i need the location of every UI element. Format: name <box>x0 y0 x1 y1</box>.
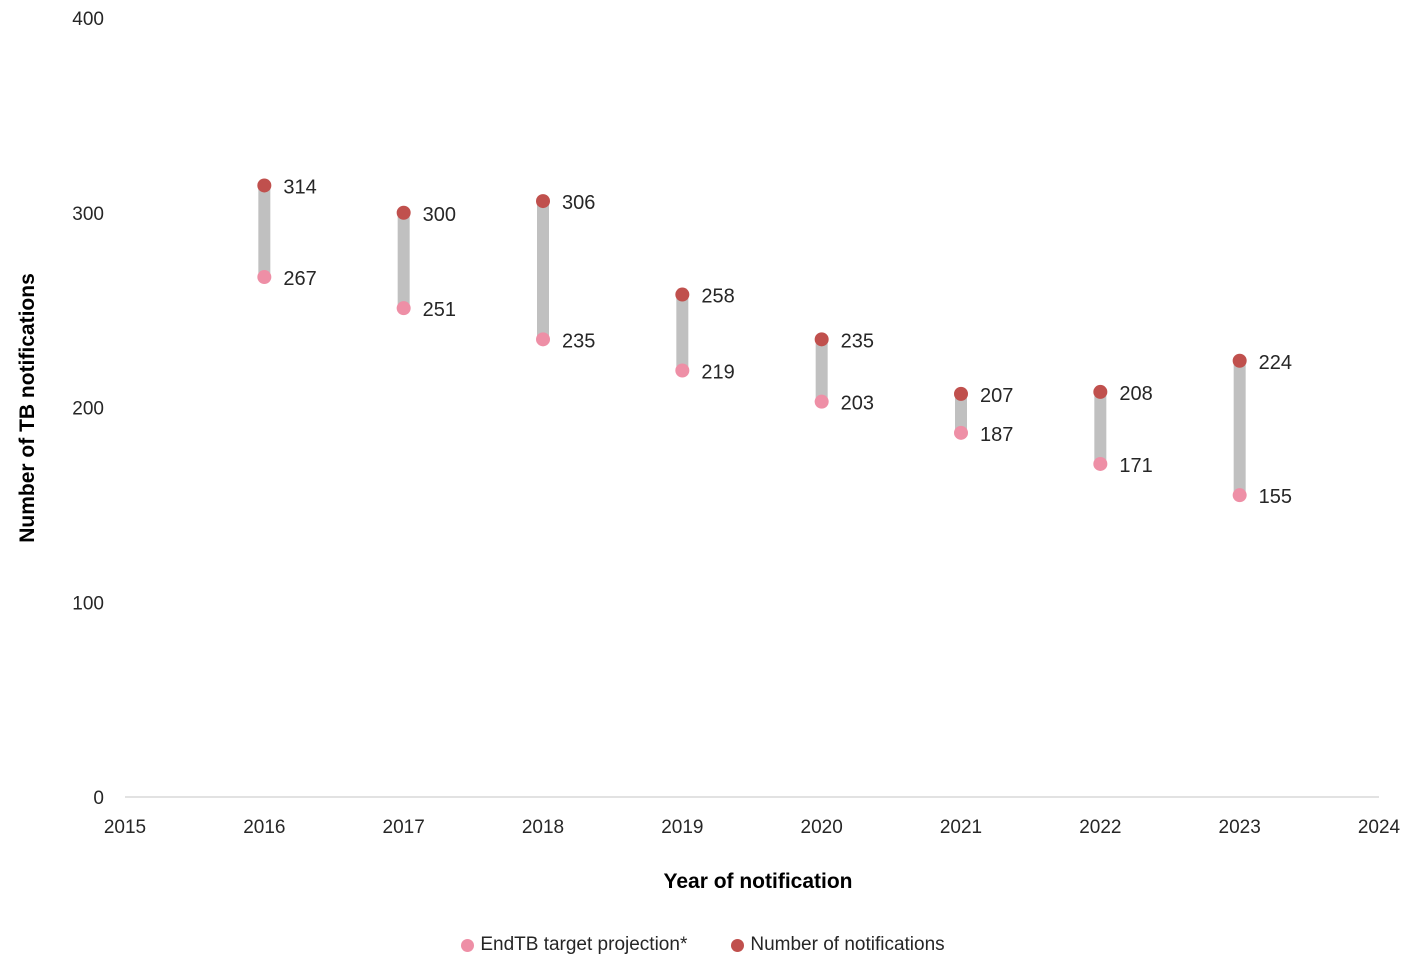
target-data-label: 251 <box>423 299 456 321</box>
legend: EndTB target projection* Number of notif… <box>0 931 1406 959</box>
legend-label-target: EndTB target projection* <box>480 934 688 955</box>
target-point <box>1093 456 1108 471</box>
x-axis-title: Year of notification <box>663 870 852 893</box>
target-point <box>257 270 272 285</box>
x-axis-tick-labels: 2015 2016 2017 2018 2019 2020 2021 2022 2023 2024 <box>104 817 1401 838</box>
y-axis-title: Number of TB notifications <box>16 273 39 543</box>
connector-lines <box>258 185 1246 496</box>
x-tick-label: 2022 <box>1079 817 1121 838</box>
x-tick-label: 2019 <box>661 817 703 838</box>
x-tick-label: 2017 <box>383 817 425 838</box>
target-point <box>954 425 968 440</box>
legend-marker-notifications <box>731 938 745 952</box>
target-point <box>675 363 690 378</box>
notification-point <box>396 205 411 220</box>
notification-data-label: 314 <box>283 176 316 198</box>
notification-data-label: 300 <box>423 204 456 226</box>
notification-point <box>675 287 690 302</box>
notification-point <box>1232 353 1247 368</box>
target-data-label: 235 <box>562 330 595 352</box>
y-tick-label: 100 <box>72 593 104 614</box>
notification-point <box>1093 384 1108 399</box>
target-data-label: 187 <box>980 424 1013 446</box>
data-points <box>257 178 1247 503</box>
y-tick-label: 0 <box>93 788 104 809</box>
notification-data-label: 207 <box>980 385 1013 407</box>
legend-item-target: EndTB target projection* <box>461 934 687 956</box>
y-axis-tick-labels: 0 100 200 300 400 <box>72 9 104 809</box>
y-tick-label: 400 <box>72 9 104 30</box>
x-tick-label: 2016 <box>243 817 285 838</box>
target-point <box>536 332 550 347</box>
target-data-label: 203 <box>841 393 874 415</box>
notification-point <box>257 178 272 193</box>
notification-data-label: 235 <box>841 330 874 352</box>
data-labels: 267 251 235 219 203 187 171 155 314 300 306 258 235 2… <box>283 176 1292 508</box>
notification-point <box>814 332 829 347</box>
x-tick-label: 2023 <box>1219 817 1261 838</box>
target-point <box>1232 488 1247 503</box>
target-data-label: 155 <box>1259 486 1292 508</box>
x-tick-label: 2015 <box>104 817 146 838</box>
target-data-label: 267 <box>283 268 316 290</box>
notification-data-label: 258 <box>701 286 734 308</box>
notification-data-label: 306 <box>562 192 595 214</box>
target-data-label: 171 <box>1119 455 1152 477</box>
x-tick-label: 2024 <box>1358 817 1401 838</box>
x-tick-label: 2020 <box>801 817 843 838</box>
x-tick-label: 2018 <box>522 817 564 838</box>
y-tick-label: 300 <box>72 204 104 225</box>
y-tick-label: 200 <box>72 399 104 420</box>
legend-marker-target <box>461 938 475 952</box>
target-data-label: 219 <box>701 361 734 383</box>
target-point <box>814 394 829 409</box>
notification-data-label: 208 <box>1119 383 1152 405</box>
notification-point <box>536 194 550 209</box>
legend-item-notifications: Number of notifications <box>731 934 945 956</box>
notification-point <box>954 386 968 401</box>
x-tick-label: 2021 <box>940 817 982 838</box>
legend-label-notifications: Number of notifications <box>750 934 945 955</box>
target-point <box>396 301 411 316</box>
notification-data-label: 224 <box>1259 352 1292 374</box>
